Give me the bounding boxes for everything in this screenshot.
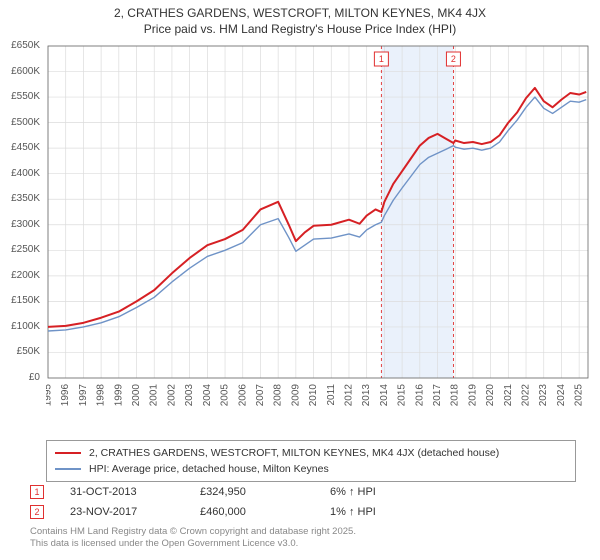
title-block: 2, CRATHES GARDENS, WESTCROFT, MILTON KE… [0, 0, 600, 36]
y-tick-label: £450K [11, 142, 40, 153]
sale-date: 31-OCT-2013 [70, 486, 200, 498]
y-tick-label: £250K [11, 244, 40, 255]
arrow-up-icon: ↑ [349, 506, 355, 518]
y-tick-label: £550K [11, 91, 40, 102]
chart-container: 2, CRATHES GARDENS, WESTCROFT, MILTON KE… [0, 0, 600, 560]
footer-line-2: This data is licensed under the Open Gov… [30, 538, 356, 550]
hpi-series [48, 97, 586, 331]
y-tick-label: £400K [11, 168, 40, 179]
y-tick-label: £500K [11, 117, 40, 128]
x-tick-label: 1997 [78, 384, 89, 407]
x-tick-label: 2024 [556, 384, 567, 407]
y-tick-label: £100K [11, 321, 40, 332]
x-tick-label: 2008 [273, 384, 284, 407]
legend-swatch [55, 452, 81, 454]
legend-label: 2, CRATHES GARDENS, WESTCROFT, MILTON KE… [89, 447, 499, 459]
x-tick-label: 2018 [450, 384, 461, 407]
x-tick-label: 2025 [574, 384, 585, 407]
legend-item: 2, CRATHES GARDENS, WESTCROFT, MILTON KE… [55, 445, 567, 461]
x-tick-label: 2011 [326, 384, 337, 406]
x-tick-label: 2005 [220, 384, 231, 407]
x-tick-label: 2004 [202, 384, 213, 407]
x-tick-label: 2020 [485, 384, 496, 407]
x-tick-label: 2017 [432, 384, 443, 407]
x-tick-label: 2000 [131, 384, 142, 407]
x-tick-label: 2001 [149, 384, 160, 407]
y-tick-label: £600K [11, 66, 40, 77]
x-tick-label: 2016 [414, 384, 425, 407]
sale-price: £324,950 [200, 486, 330, 498]
sale-number-box: 2 [30, 505, 44, 519]
x-tick-label: 1996 [60, 384, 71, 407]
sale-price: £460,000 [200, 506, 330, 518]
price-paid-series [48, 88, 586, 327]
chart-subtitle: Price paid vs. HM Land Registry's House … [0, 22, 600, 36]
y-tick-label: £300K [11, 219, 40, 230]
x-tick-label: 2023 [538, 384, 549, 407]
sale-vs-hpi: 1% ↑ HPI [330, 506, 450, 518]
sale-vs-hpi: 6% ↑ HPI [330, 486, 450, 498]
legend-label: HPI: Average price, detached house, Milt… [89, 463, 329, 475]
y-tick-label: £350K [11, 193, 40, 204]
sale-marker-number: 2 [451, 54, 456, 64]
x-tick-label: 2003 [184, 384, 195, 407]
sale-row: 2 23-NOV-2017£460,0001% ↑ HPI [30, 502, 450, 522]
y-tick-label: £150K [11, 295, 40, 306]
legend-item: HPI: Average price, detached house, Milt… [55, 461, 567, 477]
x-tick-label: 2012 [343, 384, 354, 407]
x-tick-label: 2013 [361, 384, 372, 407]
x-tick-label: 2019 [467, 384, 478, 407]
x-tick-label: 2022 [521, 384, 532, 407]
y-axis-labels: £0 £50K £100K £150K £200K £250K £300K £350K £400… [0, 42, 44, 412]
price-chart: 1995 1996 1997 1998 1999 2000 2001 2002 2003 2004… [46, 42, 594, 412]
x-tick-label: 2015 [397, 384, 408, 407]
y-tick-label: £650K [11, 40, 40, 51]
footer-attribution: Contains HM Land Registry data © Crown c… [30, 526, 356, 551]
chart-title: 2, CRATHES GARDENS, WESTCROFT, MILTON KE… [0, 6, 600, 20]
legend: 2, CRATHES GARDENS, WESTCROFT, MILTON KE… [46, 440, 576, 482]
x-tick-label: 2010 [308, 384, 319, 407]
footer-line-1: Contains HM Land Registry data © Crown c… [30, 526, 356, 538]
sale-row: 1 31-OCT-2013£324,9506% ↑ HPI [30, 482, 450, 502]
sale-number-box: 1 [30, 485, 44, 499]
legend-swatch [55, 468, 81, 469]
sale-date: 23-NOV-2017 [70, 506, 200, 518]
x-tick-label: 2009 [290, 384, 301, 407]
x-tick-label: 2007 [255, 384, 266, 407]
x-tick-label: 2021 [503, 384, 514, 407]
sale-marker-number: 1 [379, 54, 384, 64]
x-tick-label: 2002 [166, 384, 177, 407]
y-tick-label: £50K [17, 346, 40, 357]
x-tick-label: 2014 [379, 384, 390, 407]
sales-table: 1 31-OCT-2013£324,9506% ↑ HPI 2 23-NOV-2017… [30, 482, 450, 522]
x-tick-label: 1995 [46, 384, 54, 407]
y-tick-label: £200K [11, 270, 40, 281]
highlight-band [381, 46, 453, 378]
y-tick-label: £0 [29, 372, 40, 383]
x-tick-label: 1999 [113, 384, 124, 407]
x-tick-label: 2006 [237, 384, 248, 407]
x-tick-label: 1998 [96, 384, 107, 407]
arrow-up-icon: ↑ [349, 486, 355, 498]
